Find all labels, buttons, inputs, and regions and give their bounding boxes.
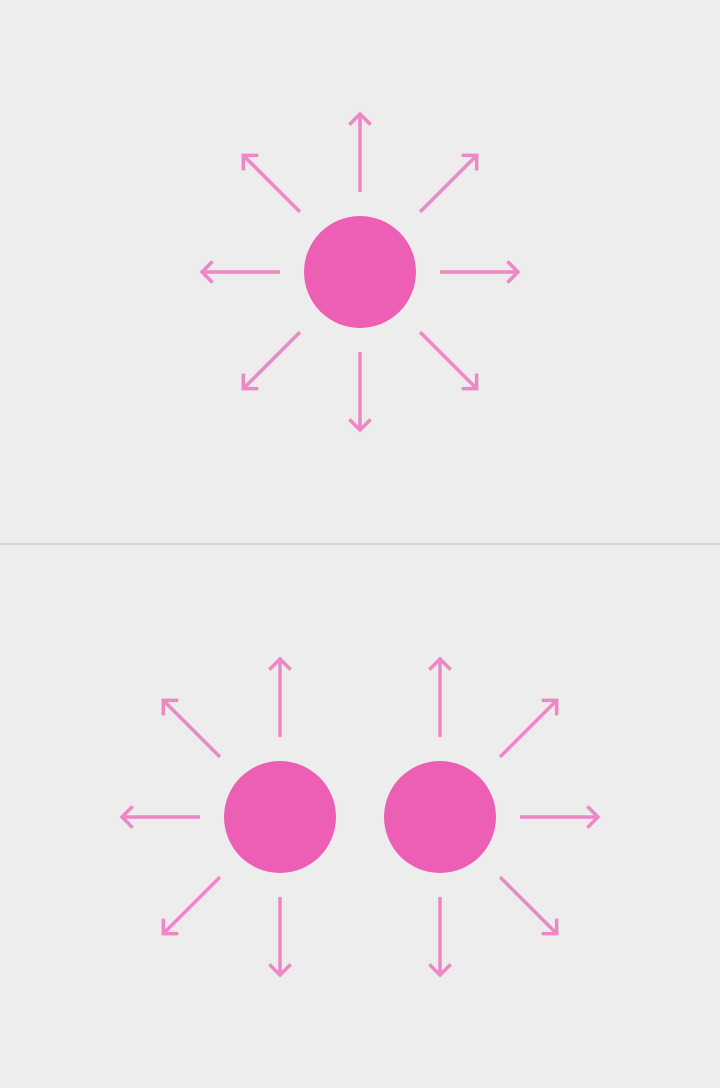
arrow-south-east-icon (498, 875, 559, 936)
expand-arrows (199, 111, 521, 433)
arrow-south-west-icon (161, 875, 222, 936)
arrow-north-icon (348, 111, 372, 192)
two-finger-illustration (119, 656, 601, 978)
arrow-south-icon (268, 897, 292, 978)
arrow-south-east-icon (418, 330, 479, 391)
arrow-east-icon (440, 260, 521, 284)
arrow-south-icon (428, 897, 452, 978)
panel-divider (0, 543, 720, 545)
arrow-west-icon (119, 805, 200, 829)
arrow-west-icon (199, 260, 280, 284)
arrow-north-west-icon (241, 153, 302, 214)
arrow-north-icon (268, 656, 292, 737)
arrow-north-east-icon (498, 698, 559, 759)
two-finger-panel (0, 545, 720, 1088)
arrow-east-icon (520, 805, 601, 829)
arrow-south-west-icon (241, 330, 302, 391)
arrow-north-icon (428, 656, 452, 737)
arrow-south-icon (348, 352, 372, 433)
touch-point-dot (304, 216, 416, 328)
single-touch-illustration (199, 111, 521, 433)
single-touch-panel (0, 0, 720, 543)
spread-arrows (119, 656, 601, 978)
touch-point-dot-right (384, 761, 496, 873)
arrow-north-west-icon (161, 698, 222, 759)
touch-point-dot-left (224, 761, 336, 873)
arrow-north-east-icon (418, 153, 479, 214)
